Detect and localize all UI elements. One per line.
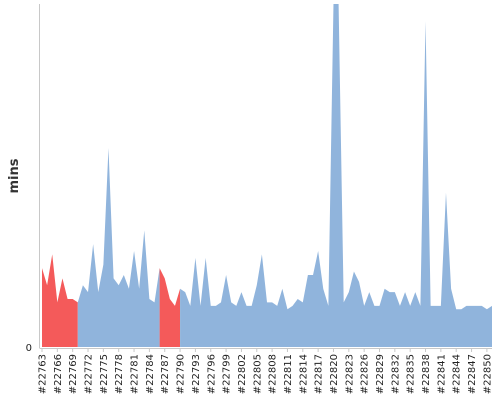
y-axis-label: mins — [7, 158, 22, 193]
x-tick-label: #22784 — [145, 354, 156, 394]
x-tick-label: #22763 — [38, 354, 49, 394]
x-tick-label: #22775 — [99, 354, 110, 394]
highlight-area-segment-2 — [159, 268, 181, 347]
y-tick-label-0: 0 — [26, 343, 32, 354]
x-tick-label: #22793 — [191, 354, 202, 394]
x-tick-label: #22766 — [53, 354, 64, 394]
x-tick-label: #22832 — [390, 354, 401, 394]
x-tick-labels: #22763 #22766 #22769 #22772 #22775 #22778 #227… — [38, 348, 493, 394]
area-segment-3 — [180, 4, 492, 347]
x-tick-label: #22802 — [237, 354, 248, 394]
x-tick-label: #22778 — [114, 354, 125, 394]
x-tick-label: #22799 — [222, 354, 233, 394]
x-tick-label: #22841 — [436, 354, 447, 394]
x-tick-label: #22790 — [176, 354, 187, 394]
x-tick-label: #22838 — [421, 354, 432, 394]
x-tick-label: #22829 — [375, 354, 386, 394]
x-tick-label: #22805 — [252, 354, 263, 394]
x-tick-label: #22787 — [160, 354, 171, 394]
x-tick-label: #22817 — [314, 354, 325, 394]
area-segment-1 — [77, 148, 160, 347]
x-tick-label: #22772 — [84, 354, 95, 394]
x-tick-label: #22847 — [467, 354, 478, 394]
highlight-area-segment-0 — [42, 254, 78, 347]
x-tick-label: #22808 — [268, 354, 279, 394]
x-tick-label: #22835 — [406, 354, 417, 394]
x-tick-label: #22769 — [68, 354, 79, 394]
x-tick-label: #22811 — [283, 354, 294, 394]
x-tick-label: #22796 — [206, 354, 217, 394]
x-tick-label: #22823 — [344, 354, 355, 394]
x-tick-label: #22850 — [482, 354, 493, 394]
x-tick-label: #22820 — [329, 354, 340, 394]
x-tick-label: #22844 — [452, 354, 463, 394]
x-tick-label: #22781 — [130, 354, 141, 394]
x-tick-label: #22814 — [298, 354, 309, 394]
x-tick-label: #22826 — [360, 354, 371, 394]
series-areas — [42, 4, 492, 347]
